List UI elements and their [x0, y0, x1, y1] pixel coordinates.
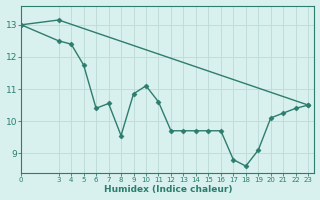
X-axis label: Humidex (Indice chaleur): Humidex (Indice chaleur) [104, 185, 232, 194]
